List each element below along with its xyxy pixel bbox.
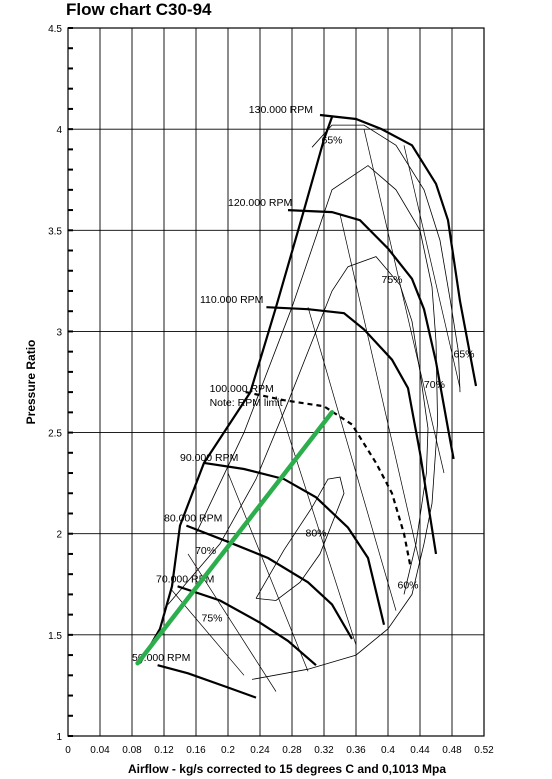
map-grid-line <box>403 145 461 389</box>
efficiency-label: 65% <box>321 134 342 146</box>
plot-frame <box>67 27 485 737</box>
x-tick-label: 0.4 <box>381 745 395 756</box>
speed-line-label: 90.000 RPM <box>180 452 238 464</box>
speed-line <box>157 664 257 699</box>
surge-line <box>139 116 334 664</box>
y-tick-label: 4 <box>56 125 62 136</box>
operating-line <box>135 410 335 666</box>
y-tick-label: 3.5 <box>48 226 62 237</box>
x-axis-label: Airflow - kg/s corrected to 15 degrees C… <box>128 762 446 776</box>
speed-line <box>266 306 438 555</box>
speed-line <box>177 585 317 667</box>
efficiency-contour <box>195 165 439 680</box>
efficiency-contour <box>255 476 345 601</box>
speed-line-label: 80.000 RPM <box>164 513 222 525</box>
x-tick-label: 0.12 <box>154 745 174 756</box>
x-tick-label: 0.36 <box>346 745 366 756</box>
efficiency-label: 65% <box>453 349 474 361</box>
axis-layer: 0 0.04 0.08 0.12 0.16 0.2 0.24 0.28 0.32 0.36 0.4 0… <box>48 24 494 756</box>
efficiency-label: 75% <box>201 613 222 625</box>
x-tick-label: 0.48 <box>442 745 462 756</box>
speed-line <box>186 524 353 640</box>
speed-line-label: 110.000 RPM <box>200 294 263 306</box>
y-tick-label: 2.5 <box>48 429 62 440</box>
efficiency-label: 70% <box>195 545 216 557</box>
map-grid-line <box>363 129 445 474</box>
speed-line-note: Note: RPM limit <box>210 397 283 409</box>
y-tick-label: 2 <box>56 530 62 541</box>
speed-line <box>203 461 386 625</box>
y-tick-label: 4.5 <box>48 24 62 35</box>
map-grid-line <box>307 307 397 611</box>
x-tick-label: 0.04 <box>90 745 110 756</box>
y-tick-label: 3 <box>56 327 62 338</box>
speed-line-label: 120.000 RPM <box>228 197 292 209</box>
speed-line <box>319 113 478 387</box>
chart-title: Flow chart C30-94 <box>66 0 212 19</box>
speed-line <box>245 391 412 567</box>
x-tick-label: 0.32 <box>314 745 334 756</box>
speed-line <box>287 209 455 460</box>
efficiency-label: 80% <box>305 528 326 540</box>
efficiency-contour <box>167 256 429 605</box>
map-grid-line <box>227 472 309 672</box>
efficiency-layer <box>167 124 461 692</box>
speed-line-layer <box>139 113 478 699</box>
x-tick-label: 0.08 <box>122 745 142 756</box>
speed-line-label: 100.000 RPM <box>210 383 274 395</box>
speed-line-label: 130.000 RPM <box>249 104 313 116</box>
efficiency-contour <box>311 124 461 393</box>
x-tick-label: 0 <box>65 745 71 756</box>
efficiency-label: 70% <box>424 379 445 391</box>
x-tick-label: 0.44 <box>410 745 430 756</box>
x-tick-label: 0.52 <box>474 745 494 756</box>
x-tick-label: 0.2 <box>221 745 235 756</box>
x-tick-label: 0.16 <box>186 745 206 756</box>
map-grid-line <box>275 396 357 646</box>
y-axis-label: Pressure Ratio <box>24 340 38 425</box>
y-tick-label: 1.5 <box>48 631 62 642</box>
x-tick-label: 0.28 <box>282 745 302 756</box>
x-tick-label: 0.24 <box>250 745 270 756</box>
efficiency-label: 75% <box>381 274 402 286</box>
map-grid-line <box>339 214 421 565</box>
efficiency-label: 60% <box>397 579 418 591</box>
y-tick-label: 1 <box>56 732 62 743</box>
